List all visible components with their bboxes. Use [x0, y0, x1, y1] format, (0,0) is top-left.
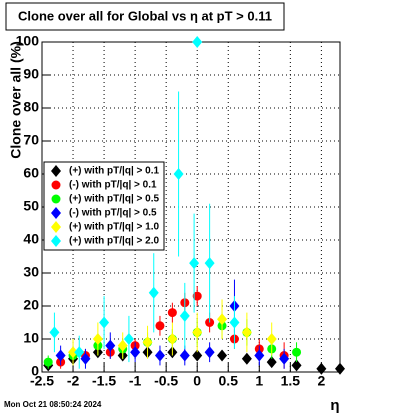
marker [179, 349, 190, 362]
legend-marker [51, 221, 61, 233]
marker [279, 352, 290, 365]
legend-box [43, 161, 165, 251]
x-tick-label: 1 [255, 373, 263, 389]
legend-label: (+) with pT/|q| > 2.0 [69, 236, 159, 247]
marker [192, 326, 203, 339]
marker [155, 321, 165, 331]
marker [167, 308, 177, 318]
marker [266, 356, 277, 369]
marker [49, 326, 60, 339]
marker [266, 333, 277, 345]
marker [74, 346, 85, 359]
marker [117, 339, 128, 352]
x-tick-label: -2 [67, 373, 80, 389]
marker [105, 339, 116, 352]
legend-label: (+) with pT/|q| > 1.0 [69, 222, 159, 233]
y-tick-label: 100 [16, 33, 40, 49]
x-tick-label: -0.5 [154, 373, 178, 389]
y-tick-label: 70 [23, 132, 39, 148]
marker [192, 36, 203, 48]
footer-date: Mon Oct 21 08:50:24 2024 [4, 400, 102, 409]
y-tick-label: 30 [23, 264, 39, 280]
y-tick-label: 0 [31, 363, 39, 379]
marker [80, 352, 91, 365]
marker [142, 336, 153, 349]
marker [217, 313, 228, 326]
y-tick-label: 60 [23, 165, 39, 181]
marker [217, 349, 228, 362]
legend-label: (-) with pT/|q| > 0.1 [69, 180, 157, 191]
x-tick-label: 0 [193, 373, 201, 389]
x-tick-label: -2.5 [30, 373, 54, 389]
marker [99, 316, 110, 329]
marker [55, 349, 66, 362]
y-tick-label: 80 [23, 99, 39, 115]
marker [204, 346, 215, 359]
y-tick-label: 40 [23, 231, 39, 247]
x-tick-label: -1 [129, 373, 142, 389]
marker [92, 333, 103, 345]
marker [130, 346, 141, 359]
marker [123, 333, 134, 345]
marker [68, 346, 79, 359]
marker [316, 362, 327, 375]
marker [192, 291, 202, 301]
x-tick-label: 0.5 [219, 373, 239, 389]
legend-label: (+) with pT/|q| > 0.5 [69, 194, 159, 205]
x-tick-label: -1.5 [92, 373, 116, 389]
legend-marker [51, 194, 61, 204]
legend-marker [51, 180, 61, 190]
marker [179, 309, 190, 322]
legend-marker [51, 235, 61, 247]
marker [167, 333, 178, 345]
legend-marker [51, 207, 61, 219]
y-axis-label: Clone over all (%) [8, 41, 24, 158]
marker [192, 349, 203, 362]
marker [292, 347, 302, 357]
y-tick-label: 20 [23, 297, 39, 313]
x-tick-label: 2 [317, 373, 325, 389]
marker [189, 257, 200, 270]
marker [335, 362, 345, 375]
y-tick-label: 90 [23, 66, 39, 82]
y-tick-label: 50 [23, 198, 39, 214]
marker [241, 352, 252, 365]
legend-label: (-) with pT/|q| > 0.5 [69, 208, 157, 219]
marker [154, 349, 165, 362]
y-tick-label: 10 [23, 330, 39, 346]
marker [173, 168, 184, 180]
chart-title: Clone over all for Global vs η at pT > 0… [18, 8, 272, 23]
title-box [5, 2, 285, 31]
marker [241, 326, 252, 339]
marker [204, 257, 215, 270]
marker [43, 357, 53, 367]
legend-marker [51, 165, 61, 177]
marker [229, 316, 240, 329]
marker [291, 359, 302, 372]
legend-label: (+) with pT/|q| > 0.1 [69, 166, 159, 177]
marker [148, 286, 159, 299]
x-tick-label: 1.5 [281, 373, 301, 389]
x-axis-label: η [330, 397, 339, 414]
marker [254, 349, 265, 362]
